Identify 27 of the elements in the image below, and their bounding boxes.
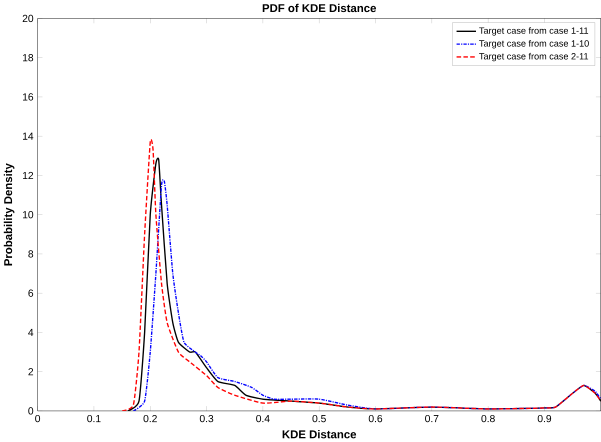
y-tick-label: 12 <box>23 172 34 179</box>
x-tick-label: 0.1 <box>87 414 101 422</box>
y-tick-label: 0 <box>28 407 34 414</box>
x-tick-label: 0.8 <box>481 414 495 422</box>
y-tick-label: 8 <box>28 250 34 258</box>
legend-label: Target case from case 1-10 <box>479 40 589 48</box>
y-tick-label: 14 <box>23 132 34 140</box>
x-tick-label: 0.3 <box>200 414 214 422</box>
x-tick-label: 0.9 <box>538 414 552 422</box>
x-tick-label: 0 <box>35 414 40 422</box>
y-tick-label: 2 <box>28 368 34 376</box>
y-axis-title: Probability Density <box>4 163 14 266</box>
x-tick-label: 0.4 <box>256 414 270 422</box>
chart-title: PDF of KDE Distance <box>262 4 376 12</box>
x-tick-label: 0.5 <box>312 414 326 422</box>
y-tick-label: 18 <box>23 54 34 62</box>
y-tick-label: 16 <box>23 93 34 100</box>
y-tick-label: 20 <box>22 14 34 22</box>
legend-label: Target case from case 2-11 <box>479 52 588 62</box>
x-tick-label: 0.2 <box>144 414 157 422</box>
x-tick-label: 0.6 <box>368 414 382 422</box>
legend-label: Target case from case 1-11 <box>479 27 588 36</box>
y-tick-label: 4 <box>28 328 34 336</box>
y-tick-label: 6 <box>28 289 34 297</box>
x-tick-label: 0.7 <box>425 414 438 422</box>
y-tick-label: 10 <box>23 210 34 218</box>
x-axis-title: KDE Distance <box>282 430 356 438</box>
